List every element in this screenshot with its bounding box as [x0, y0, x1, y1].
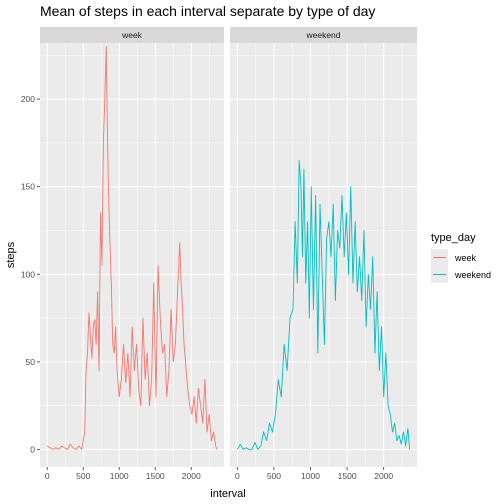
panel-week-series [46, 46, 218, 450]
series-line-weekend [236, 159, 411, 450]
y-tick-label: 100 [21, 269, 35, 279]
x-tick-label: 500 [267, 471, 281, 481]
x-axis-title: interval [210, 488, 245, 500]
x-tick-label: 0 [235, 471, 240, 481]
x-axis: 0 500 1000 1500 2000 0 500 1000 1500 2000 [45, 467, 393, 481]
x-tick-label: 1500 [146, 471, 165, 481]
y-axis: 0 50 100 150 200 [21, 94, 40, 454]
x-tick-label: 2000 [374, 471, 393, 481]
chart-title: Mean of steps in each interval separate … [40, 3, 375, 19]
y-axis-title: steps [5, 241, 17, 268]
x-tick-label: 1000 [301, 471, 320, 481]
panel-weekend: weekend [230, 27, 417, 467]
panel-week-background [40, 43, 224, 467]
panel-weekend-background [230, 43, 417, 467]
strip-weekend [230, 27, 417, 43]
y-tick-label: 150 [21, 182, 35, 192]
x-tick-label: 500 [76, 471, 90, 481]
x-tick-label: 1500 [338, 471, 357, 481]
strip-weekend-label: weekend [305, 30, 340, 40]
legend-title: type_day [431, 232, 476, 244]
panel-weekend-series [236, 159, 411, 450]
strip-week [40, 27, 224, 43]
y-tick-label: 200 [21, 94, 35, 104]
panel-week: week [40, 27, 224, 467]
y-tick-label: 50 [26, 357, 36, 367]
legend: type_day week weekend [431, 232, 491, 283]
x-tick-label: 2000 [182, 471, 201, 481]
panel-week-gridlines [40, 43, 224, 467]
x-tick-label: 1000 [110, 471, 129, 481]
legend-label-week: week [454, 253, 477, 263]
y-tick-label: 0 [30, 444, 35, 454]
legend-label-weekend: weekend [454, 270, 491, 280]
strip-week-label: week [121, 30, 143, 40]
x-tick-label: 0 [45, 471, 50, 481]
series-line-week [46, 46, 218, 450]
panel-weekend-gridlines [230, 43, 417, 467]
